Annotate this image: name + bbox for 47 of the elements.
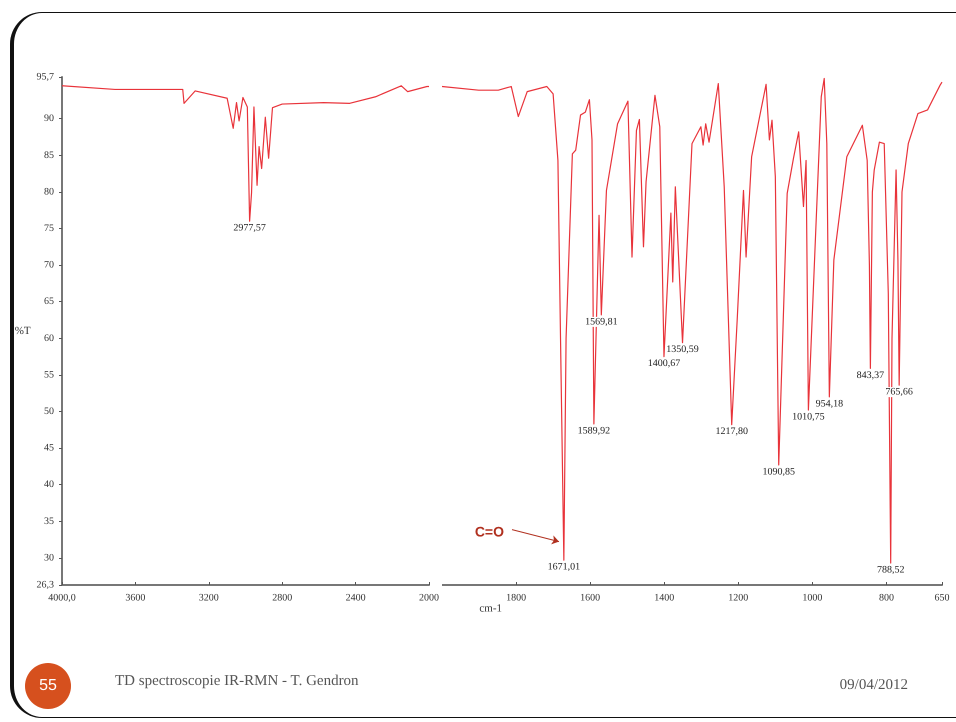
y-tick-label: 26,3 bbox=[36, 580, 54, 590]
annotation: 843,37 bbox=[856, 370, 884, 381]
x-tick-label: 1800 bbox=[506, 592, 526, 604]
x-tick-label: 3200 bbox=[198, 592, 219, 604]
y-tick-label: 60 bbox=[44, 332, 54, 344]
x-tick-label: 1200 bbox=[728, 592, 748, 604]
annotation: 1589,92 bbox=[578, 425, 610, 436]
annotation: 1010,75 bbox=[792, 412, 825, 423]
x-tick-label: 800 bbox=[878, 592, 894, 604]
annotation: 765,66 bbox=[885, 386, 913, 398]
text: 09/04/2012 bbox=[840, 677, 908, 694]
y-tick-label: 35 bbox=[44, 516, 54, 527]
annotation: 1400,67 bbox=[648, 358, 680, 370]
y-tick-label: 30 bbox=[44, 552, 54, 564]
y-tick-label: 70 bbox=[44, 260, 54, 271]
text: TD spectroscopie IR-RMN - T. Gendron bbox=[115, 673, 359, 690]
y-axis-title: %T bbox=[14, 325, 31, 337]
y-tick-label: 95,7 bbox=[36, 72, 54, 82]
annotation: 954,18 bbox=[816, 398, 844, 410]
y-tick-label: 75 bbox=[44, 223, 54, 234]
annotation: 1217,80 bbox=[715, 426, 748, 438]
y-tick-label: 45 bbox=[44, 442, 54, 454]
annotation: 1671,01 bbox=[548, 562, 580, 573]
y-tick-label: 90 bbox=[44, 113, 54, 124]
y-tick-label: 85 bbox=[44, 150, 54, 161]
annotation: 2977,57 bbox=[233, 222, 266, 234]
line-series bbox=[61, 85, 430, 222]
y-tick-label: 65 bbox=[44, 296, 54, 308]
x-tick-label: 1600 bbox=[580, 592, 600, 604]
annotation: 1090,85 bbox=[762, 466, 795, 478]
x-tick-label: 3600 bbox=[125, 592, 146, 604]
y-tick-label: 55 bbox=[44, 369, 54, 380]
y-tick-label: 40 bbox=[44, 479, 54, 490]
x-axis-title: cm-1 bbox=[479, 602, 502, 614]
annotation: 1569,81 bbox=[585, 316, 618, 328]
y-tick-label: 80 bbox=[44, 186, 54, 198]
annotation: 788,52 bbox=[876, 564, 904, 576]
x-tick-label: 2400 bbox=[346, 592, 366, 604]
annotation: 1350,59 bbox=[666, 344, 699, 356]
x-tick-label: 1000 bbox=[802, 592, 822, 604]
x-tick-label: 2000 bbox=[419, 592, 439, 604]
annotation: C=O bbox=[474, 524, 504, 540]
y-tick-label: 50 bbox=[44, 406, 54, 418]
x-tick-label: 650 bbox=[934, 592, 950, 604]
x-tick-label: 2800 bbox=[272, 592, 292, 604]
x-tick-label: 1400 bbox=[654, 592, 674, 604]
x-tick-label: 4000,0 bbox=[48, 592, 76, 604]
